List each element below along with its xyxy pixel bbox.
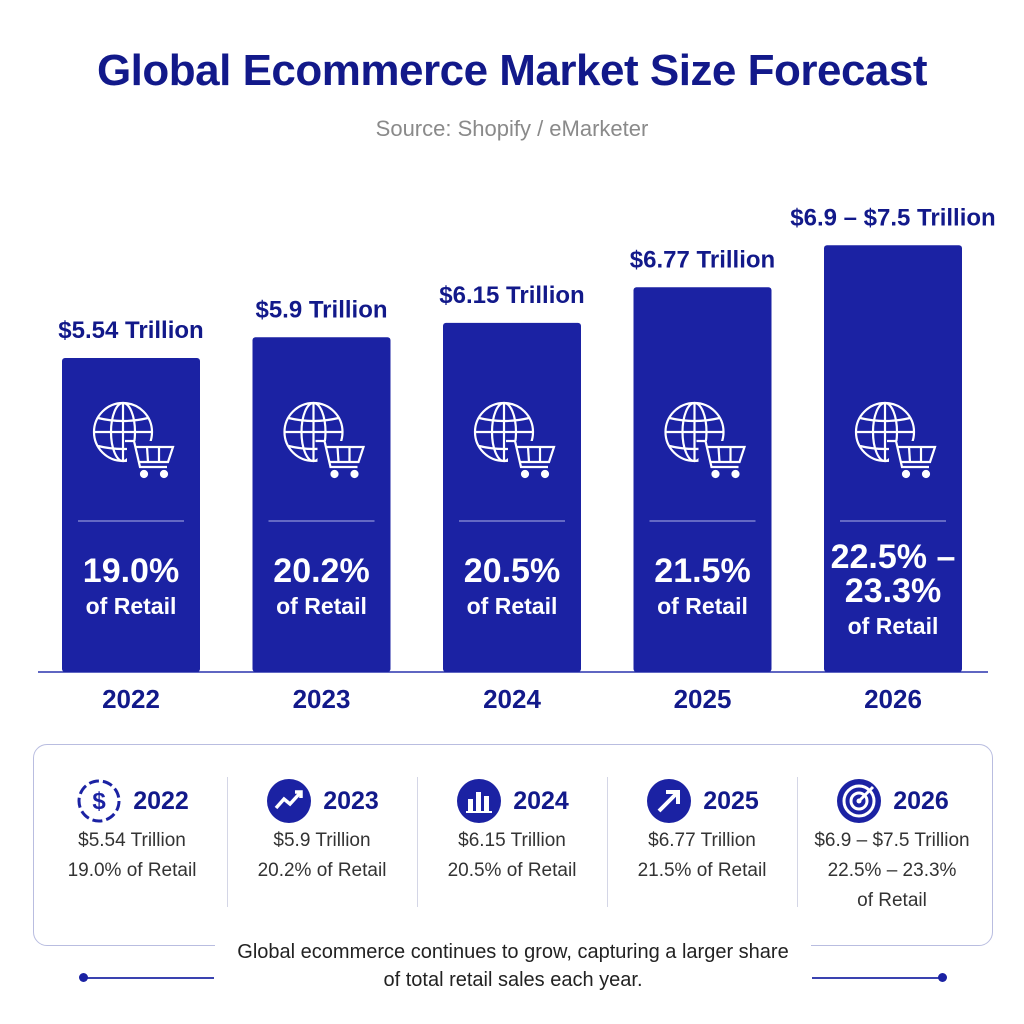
- x-tick-label: 2022: [102, 684, 160, 714]
- footer-rule-left: [84, 977, 214, 979]
- summary-item-2023: 2023 $5.9 Trillion 20.2% of Retail: [227, 745, 417, 945]
- share-percent: 23.3%: [844, 572, 942, 610]
- bar-share-text: 19.0% of Retail: [62, 554, 200, 620]
- footer-rule-right: [812, 977, 942, 979]
- bar-share-text: 21.5% of Retail: [634, 554, 772, 620]
- footer-note: Global ecommerce continues to grow, capt…: [215, 938, 811, 994]
- summary-divider: [797, 777, 798, 907]
- summary-item-2022: $2022 $5.54 Trillion 19.0% of Retail: [37, 745, 227, 945]
- bar-2024: [443, 322, 581, 672]
- summary-share: 19.0% of Retail: [67, 860, 197, 881]
- summary-divider: [227, 777, 228, 907]
- summary-item-header: 2024: [417, 777, 607, 825]
- bar-chart: $5.54 Trillion 2022 $5.9 Trillion 2023 $6.15…: [38, 204, 996, 714]
- bar-value-label: $6.9 – $7.5 Trillion: [790, 204, 995, 231]
- summary-item-header: 2026: [797, 777, 987, 825]
- summary-share: 22.5% – 23.3%: [827, 860, 957, 881]
- summary-panel: $2022 $5.54 Trillion 19.0% of Retail 2023 $5…: [33, 744, 993, 946]
- dollar-circle-icon: $: [77, 779, 121, 823]
- share-percent: 22.5% –: [830, 538, 956, 576]
- summary-item-2025: 2025 $6.77 Trillion 21.5% of Retail: [607, 745, 797, 945]
- summary-year: 2024: [513, 786, 569, 815]
- bar-share-text: 20.5% of Retail: [443, 554, 581, 620]
- globe-cart-icon: [92, 401, 175, 479]
- x-tick-label: 2023: [293, 684, 351, 714]
- globe-cart-icon: [664, 401, 747, 479]
- globe-cart-icon: [283, 401, 366, 479]
- summary-year: 2026: [893, 786, 949, 815]
- share-suffix: of Retail: [276, 593, 367, 619]
- bar-share-text: 22.5% –23.3% of Retail: [824, 540, 962, 640]
- share-percent: 20.2%: [273, 552, 370, 590]
- summary-share: of Retail: [857, 890, 927, 911]
- summary-year: 2023: [323, 786, 379, 815]
- footer-dot-left: [79, 973, 88, 982]
- bar-value-label: $6.77 Trillion: [630, 246, 775, 273]
- x-tick-label: 2024: [483, 684, 541, 714]
- share-suffix: of Retail: [847, 613, 939, 639]
- summary-divider: [417, 777, 418, 907]
- svg-text:$: $: [93, 788, 107, 815]
- summary-share: 21.5% of Retail: [637, 860, 767, 881]
- footer-line-2: of total retail sales each year.: [383, 969, 643, 991]
- summary-year: 2025: [703, 786, 759, 815]
- share-suffix: of Retail: [466, 593, 558, 619]
- share-suffix: of Retail: [85, 593, 177, 619]
- share-percent: 20.5%: [463, 552, 561, 590]
- share-percent: 21.5%: [654, 552, 751, 590]
- bar-chart-icon: [457, 779, 502, 823]
- x-tick-label: 2026: [864, 684, 922, 714]
- bar-value-label: $5.54 Trillion: [58, 317, 203, 344]
- bar-2023: [252, 337, 391, 672]
- globe-cart-icon: [473, 401, 556, 479]
- bar-value-label: $5.9 Trillion: [255, 296, 387, 323]
- bar-share-text: 20.2% of Retail: [253, 554, 391, 620]
- summary-item-2024: 2024 $6.15 Trillion 20.5% of Retail: [417, 745, 607, 945]
- summary-item-header: 2025: [607, 777, 797, 825]
- summary-value: $6.15 Trillion: [458, 830, 566, 851]
- footer-band: [215, 936, 811, 996]
- x-tick-label: 2025: [674, 684, 732, 714]
- bar-2022: [62, 358, 200, 672]
- share-suffix: of Retail: [657, 593, 748, 619]
- summary-item-2026: 2026 $6.9 – $7.5 Trillion 22.5% – 23.3% of …: [797, 745, 987, 945]
- bar-2025: [633, 287, 772, 672]
- footer-line-1: Global ecommerce continues to grow, capt…: [237, 941, 789, 963]
- target-icon: [837, 779, 882, 823]
- chart-title: Global Ecommerce Market Size Forecast: [96, 46, 928, 95]
- share-percent: 19.0%: [82, 552, 180, 590]
- summary-value: $5.54 Trillion: [78, 830, 186, 851]
- bar-value-label: $6.15 Trillion: [439, 282, 584, 309]
- arrow-up-right-icon: [647, 779, 692, 823]
- summary-value: $5.9 Trillion: [273, 830, 371, 851]
- footer-dot-right: [938, 973, 947, 982]
- summary-year: 2022: [133, 786, 189, 815]
- summary-value: $6.77 Trillion: [648, 830, 756, 851]
- summary-divider: [607, 777, 608, 907]
- summary-cells: $2022 $5.54 Trillion 19.0% of Retail 2023 $5…: [34, 745, 992, 945]
- summary-share: 20.5% of Retail: [447, 860, 577, 881]
- trend-chart-icon: [267, 779, 312, 823]
- summary-item-header: 2023: [227, 777, 417, 825]
- chart-subtitle: Source: Shopify / eMarketer: [375, 116, 649, 141]
- summary-share: 20.2% of Retail: [257, 860, 387, 881]
- globe-cart-icon: [854, 401, 937, 479]
- summary-value: $6.9 – $7.5 Trillion: [814, 830, 970, 851]
- summary-item-header: $2022: [37, 777, 227, 825]
